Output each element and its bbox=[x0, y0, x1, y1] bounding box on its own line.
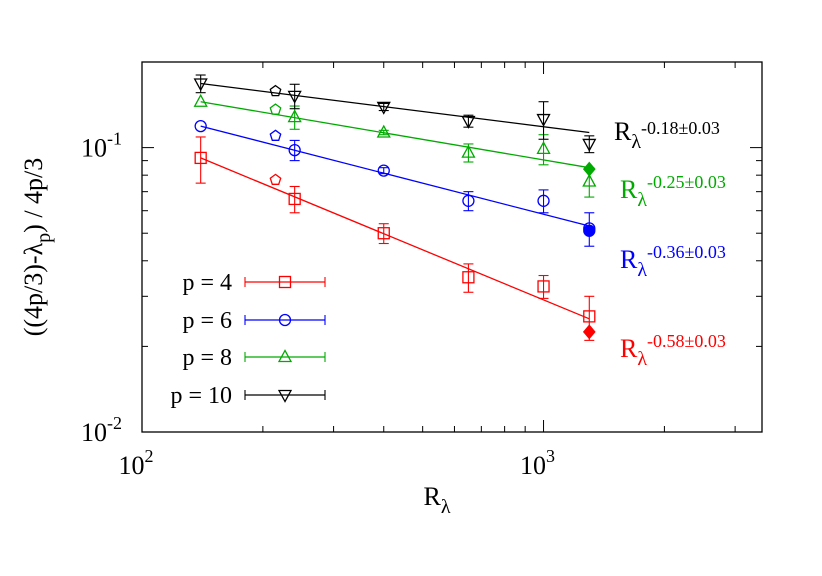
fit-label-base: R bbox=[614, 117, 632, 146]
data-point bbox=[462, 194, 475, 207]
fit-label-exp: -0.36±0.03 bbox=[647, 242, 726, 262]
legend-marker bbox=[277, 389, 293, 403]
data-point-extra bbox=[269, 84, 282, 97]
plot-frame bbox=[141, 61, 763, 433]
fit-label-exp: -0.58±0.03 bbox=[647, 331, 726, 351]
data-point bbox=[583, 310, 596, 323]
fit-label-base: R bbox=[620, 245, 638, 274]
fit-line bbox=[200, 82, 590, 134]
data-point bbox=[537, 194, 550, 207]
data-point-filled bbox=[583, 224, 596, 237]
data-point bbox=[462, 271, 475, 284]
data-point-extra bbox=[269, 103, 282, 115]
y-tick-label-exp: -2 bbox=[107, 413, 122, 433]
legend-label: p = 6 bbox=[182, 308, 232, 334]
fit-label-base: R bbox=[620, 334, 638, 363]
fit-label-sub: λ bbox=[637, 259, 647, 281]
y-tick-label: 10-2 bbox=[81, 413, 122, 447]
data-point bbox=[582, 138, 597, 152]
data-point bbox=[376, 124, 391, 138]
legend-marker bbox=[278, 275, 292, 289]
fit-lines bbox=[200, 82, 590, 320]
y-tick-label-base: 10 bbox=[81, 134, 107, 163]
data-point bbox=[377, 227, 390, 240]
fit-label-sub: λ bbox=[637, 189, 647, 211]
fit-label-exp: -0.18±0.03 bbox=[641, 118, 720, 138]
fit-label-base: R bbox=[620, 175, 638, 204]
legend-marker bbox=[277, 349, 293, 363]
data-point bbox=[537, 280, 550, 293]
y-axis-label-sub: p bbox=[33, 233, 55, 243]
y-axis-label-tail: ) / 4p/3 bbox=[19, 158, 48, 233]
fit-label-sub: λ bbox=[631, 131, 641, 153]
data-point bbox=[193, 93, 208, 107]
fit-label: Rλ-0.58±0.03 bbox=[620, 331, 726, 370]
series-p-4 bbox=[194, 136, 596, 341]
data-point bbox=[193, 78, 208, 92]
data-point bbox=[287, 109, 302, 123]
data-series bbox=[193, 74, 597, 341]
fit-label: Rλ-0.25±0.03 bbox=[620, 172, 726, 211]
data-point bbox=[536, 140, 551, 155]
data-point bbox=[376, 101, 391, 115]
data-point-extra bbox=[269, 173, 282, 185]
data-point bbox=[461, 115, 476, 129]
fit-label: Rλ-0.18±0.03 bbox=[614, 117, 720, 153]
legend-label: p = 8 bbox=[182, 345, 232, 371]
legend-label: p = 4 bbox=[182, 270, 232, 296]
legend-box bbox=[148, 265, 333, 415]
x-tick-label: 103 bbox=[520, 446, 555, 480]
x-axis-label: Rλ bbox=[423, 482, 450, 518]
x-tick-label-exp: 3 bbox=[546, 446, 555, 466]
fit-label: Rλ-0.36±0.03 bbox=[620, 242, 726, 281]
data-point bbox=[194, 119, 207, 133]
fit-labels: Rλ-0.58±0.03Rλ-0.36±0.03Rλ-0.25±0.03Rλ-0… bbox=[614, 117, 726, 370]
y-tick-label-base: 10 bbox=[81, 418, 107, 447]
data-point bbox=[287, 90, 302, 104]
x-tick-label-base: 10 bbox=[119, 451, 145, 480]
data-point bbox=[194, 151, 207, 165]
x-tick-label-exp: 2 bbox=[145, 446, 154, 466]
legend-marker bbox=[278, 313, 292, 327]
fit-line bbox=[200, 125, 590, 227]
legend-label: p = 10 bbox=[170, 383, 232, 409]
y-tick-label: 10-1 bbox=[81, 129, 122, 163]
data-point-extra bbox=[269, 129, 282, 141]
x-tick-label-base: 10 bbox=[520, 451, 546, 480]
axis-ticks bbox=[141, 61, 762, 433]
x-axis-label-sub: λ bbox=[441, 496, 451, 518]
data-point bbox=[461, 144, 476, 158]
data-point bbox=[288, 143, 301, 157]
x-axis-label-base: R bbox=[423, 482, 441, 511]
data-point-filled bbox=[582, 324, 596, 340]
y-axis-label: ((4p/3)-λp) / 4p/3 bbox=[19, 158, 55, 337]
legend: p = 4 p = 6 p = 8 p = 10 bbox=[148, 265, 333, 415]
data-point bbox=[377, 164, 390, 177]
series-p-6 bbox=[194, 119, 596, 247]
data-point bbox=[536, 113, 551, 127]
fit-label-exp: -0.25±0.03 bbox=[647, 172, 726, 192]
fit-label-sub: λ bbox=[637, 348, 647, 370]
data-point-filled bbox=[582, 161, 596, 177]
fit-line bbox=[200, 101, 590, 169]
data-point bbox=[288, 192, 301, 206]
series-p-10 bbox=[193, 74, 597, 154]
y-axis-label-main: ((4p/3)-λ bbox=[19, 242, 48, 336]
x-tick-label: 102 bbox=[119, 446, 154, 480]
data-point bbox=[582, 173, 597, 187]
y-tick-label-exp: -1 bbox=[107, 129, 122, 149]
fit-line bbox=[200, 157, 590, 320]
